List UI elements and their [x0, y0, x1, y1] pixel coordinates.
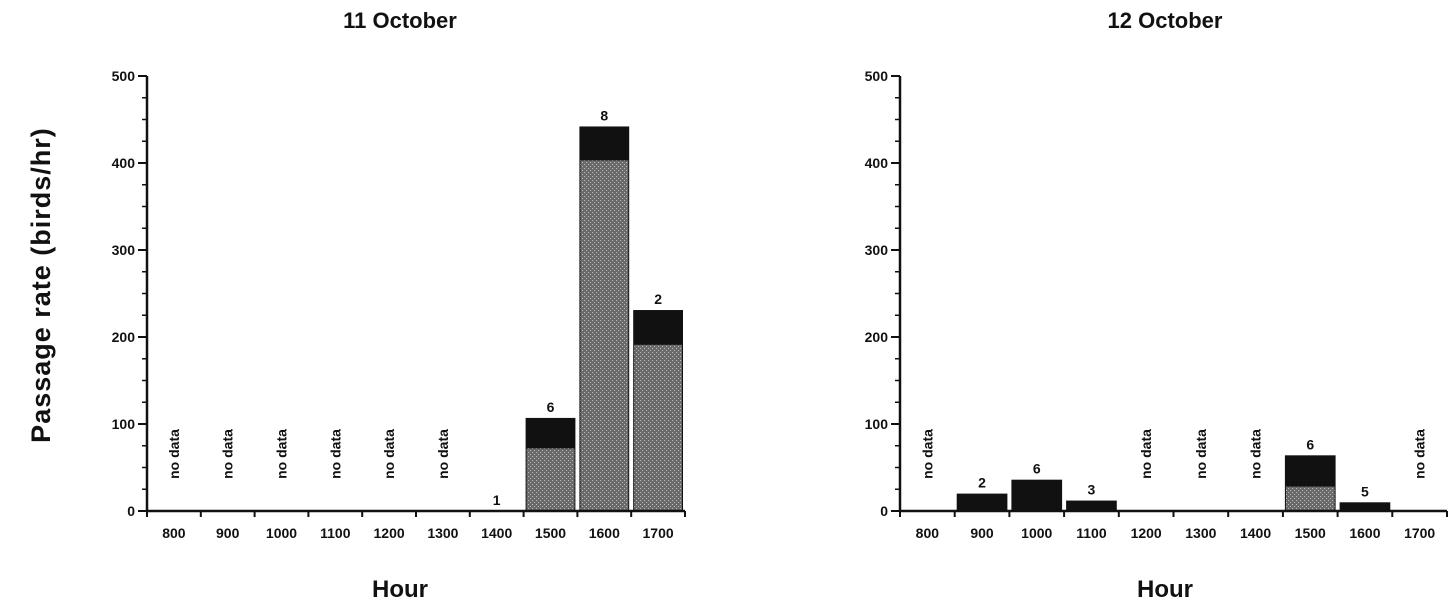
bar-count-label-900: 2: [978, 475, 986, 491]
no-data-label-900: no data: [220, 429, 236, 479]
x-tick-label-1300: 1300: [427, 525, 458, 541]
x-tick-label-1500: 1500: [1295, 525, 1326, 541]
bar-900: [956, 493, 1008, 511]
bar-count-label-1100: 3: [1088, 482, 1096, 498]
bar-lower-1600: [580, 160, 629, 511]
bar-count-label-1700: 2: [654, 291, 662, 307]
x-tick-label-1400: 1400: [481, 525, 512, 541]
no-data-label-1100: no data: [327, 429, 343, 479]
x-tick-label-1100: 1100: [1076, 525, 1107, 541]
y-tick-label-400: 400: [865, 155, 889, 171]
x-axis-label: Hour: [372, 576, 428, 603]
y-tick-label-500: 500: [112, 68, 136, 84]
x-tick-label-1200: 1200: [1131, 525, 1162, 541]
x-tick-label-1700: 1700: [643, 525, 674, 541]
chart-panel-11-october: 11 October Hour no data 800 no data 900 no dat…: [112, 8, 686, 603]
x-tick-label-1600: 1600: [1349, 525, 1380, 541]
bar-count-label-1600: 5: [1361, 483, 1369, 499]
no-data-label-800: no data: [166, 429, 182, 479]
bar-count-label-1400: 1: [493, 492, 501, 508]
y-axis-label: Passage rate (birds/hr): [26, 127, 56, 443]
bar-1000: [1011, 479, 1063, 511]
y-tick-label-0: 0: [127, 503, 135, 519]
x-tick-label-1500: 1500: [535, 525, 566, 541]
bar-count-label-1500: 6: [1306, 436, 1314, 452]
bar-count-label-1500: 6: [547, 399, 555, 415]
bar-1600: [1339, 502, 1391, 511]
no-data-label-1000: no data: [274, 429, 290, 479]
no-data-label-800: no data: [919, 429, 935, 479]
y-tick-label-200: 200: [112, 329, 136, 345]
no-data-label-1400: no data: [1248, 429, 1264, 479]
x-tick-label-800: 800: [162, 525, 186, 541]
bar-lower-1500: [1285, 486, 1335, 511]
x-tick-label-1400: 1400: [1240, 525, 1271, 541]
x-tick-label-1000: 1000: [266, 525, 297, 541]
y-tick-label-0: 0: [880, 503, 888, 519]
no-data-label-1700: no data: [1412, 429, 1428, 479]
y-tick-label-300: 300: [112, 242, 136, 258]
x-tick-label-1000: 1000: [1021, 525, 1052, 541]
x-tick-label-900: 900: [216, 525, 240, 541]
x-tick-label-1100: 1100: [320, 525, 351, 541]
bar-lower-1500: [526, 448, 575, 511]
no-data-label-1200: no data: [381, 429, 397, 479]
x-tick-label-1300: 1300: [1185, 525, 1216, 541]
no-data-label-1200: no data: [1138, 429, 1154, 479]
bar-count-label-1600: 8: [600, 107, 608, 123]
chart-title: 12 October: [1108, 8, 1223, 33]
y-tick-label-400: 400: [112, 155, 136, 171]
x-tick-label-900: 900: [970, 525, 994, 541]
x-tick-label-1200: 1200: [374, 525, 405, 541]
y-tick-label-100: 100: [112, 416, 136, 432]
chart-title: 11 October: [343, 8, 457, 33]
x-tick-label-1700: 1700: [1404, 525, 1435, 541]
x-tick-label-800: 800: [916, 525, 940, 541]
y-tick-label-300: 300: [865, 242, 889, 258]
bar-lower-1700: [634, 344, 682, 511]
no-data-label-1300: no data: [435, 429, 451, 479]
x-axis-label: Hour: [1137, 576, 1193, 603]
bar-count-label-1000: 6: [1033, 461, 1041, 477]
x-tick-label-1600: 1600: [589, 525, 620, 541]
y-tick-label-200: 200: [865, 329, 889, 345]
y-tick-label-100: 100: [865, 416, 889, 432]
y-tick-label-500: 500: [865, 68, 889, 84]
bar-1100: [1066, 500, 1117, 511]
no-data-label-1300: no data: [1193, 429, 1209, 479]
